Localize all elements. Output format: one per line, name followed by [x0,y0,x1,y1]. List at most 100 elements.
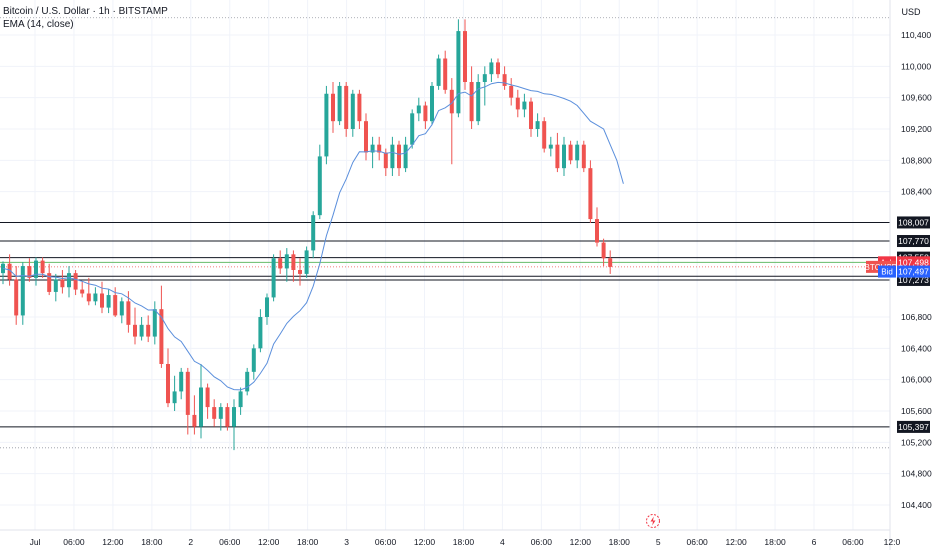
candle-body [555,144,560,169]
candle [232,399,236,451]
candle-body [93,293,98,302]
candle [47,263,52,296]
candle-body [370,144,375,153]
candle-body [350,93,355,129]
candle-body [53,279,58,292]
level-price-text: 107,273 [898,275,929,285]
level-price-tag [897,216,930,229]
candle [324,85,329,165]
level-price-text: 108,007 [898,217,929,227]
level-price-tag [897,235,930,248]
candle [581,140,586,173]
candle [298,258,302,286]
price-markers: 108,007107,770107,558107,321107,273105,3… [865,216,930,433]
candle-body [80,289,85,294]
candle [80,281,85,298]
indicator-label[interactable]: EMA (14, close) [3,19,74,30]
candle-body [258,317,263,349]
marker-price-box [897,265,930,278]
currency-button[interactable]: USD [896,5,926,19]
candle [423,101,428,129]
candle [463,19,467,90]
candle-body [238,391,243,408]
candle [555,132,560,173]
candle [93,287,98,306]
candle [489,58,494,82]
candle [469,66,474,129]
candle-body [476,82,481,122]
candle [133,307,137,345]
ema-layer [2,81,624,391]
level-price-text: 107,770 [898,236,929,246]
marker-tag-box [878,265,896,278]
candle [291,250,296,282]
candle [172,375,177,411]
time-tick-label: 6 [812,537,817,547]
candle [476,74,481,126]
candle-body [271,258,276,298]
time-axis: Jul 06:00 12:00 18:00 2 06:00 12:00 18:00 3 06:00… [0,529,901,547]
marker-price-text: 107,498 [898,257,929,267]
candle-body [265,297,269,317]
candle [238,387,243,415]
time-tick-label: 12:0 [884,537,901,547]
price-tick-label: 106,000 [901,375,932,385]
candle-body [535,121,540,129]
candle-body [608,258,613,267]
candle-body [482,74,487,82]
time-tick-label: 12:00 [258,537,280,547]
candle [430,82,434,126]
candle [588,160,593,223]
candle-body [449,89,454,114]
candle [67,266,71,298]
candle-body [522,101,527,110]
candle [185,367,190,435]
candle-body [40,260,45,274]
symbol-title[interactable]: Bitcoin / U.S. Dollar · 1h · BITSTAMP [3,6,168,17]
candle-body [331,93,335,122]
candle [152,301,157,345]
candle [278,250,283,274]
candle-body [469,82,474,122]
candle [225,403,230,431]
level-price-text: 105,397 [898,422,929,432]
candle-body [119,301,124,316]
candle-body [159,309,164,364]
candle [509,78,514,106]
candle [337,82,342,126]
candle-body [172,391,177,404]
candle-body [60,279,65,288]
candle-body [218,407,223,419]
replay-icon[interactable] [645,513,661,529]
time-tick-label: Jul [30,537,41,547]
candle-body [377,144,382,153]
candle-body [410,113,415,145]
marker-price-text: 107,497 [898,267,929,277]
candle [212,399,217,427]
marker-price-box [897,256,930,269]
candle-body [152,309,157,337]
candle [449,78,454,165]
candle [496,58,500,79]
time-tick-label: 2 [188,537,193,547]
candle [562,136,566,176]
candle [284,248,289,282]
candle-body [225,407,230,427]
price-tick-label: 105,600 [901,406,932,416]
candle-body [601,242,606,259]
candle-body [423,105,428,122]
candle-body [14,279,19,316]
price-tick-label: 109,600 [901,93,932,103]
candle-body [529,101,533,129]
candle-body [179,371,184,392]
chart-legend: Bitcoin / U.S. Dollar · 1h · BITSTAMP EM… [3,5,168,31]
candle [139,317,144,341]
candle [27,258,32,282]
candle-body [443,58,448,90]
candle-body [575,144,580,161]
candle-body [588,168,593,220]
time-tick-label: 06:00 [531,537,553,547]
candle [20,262,25,325]
